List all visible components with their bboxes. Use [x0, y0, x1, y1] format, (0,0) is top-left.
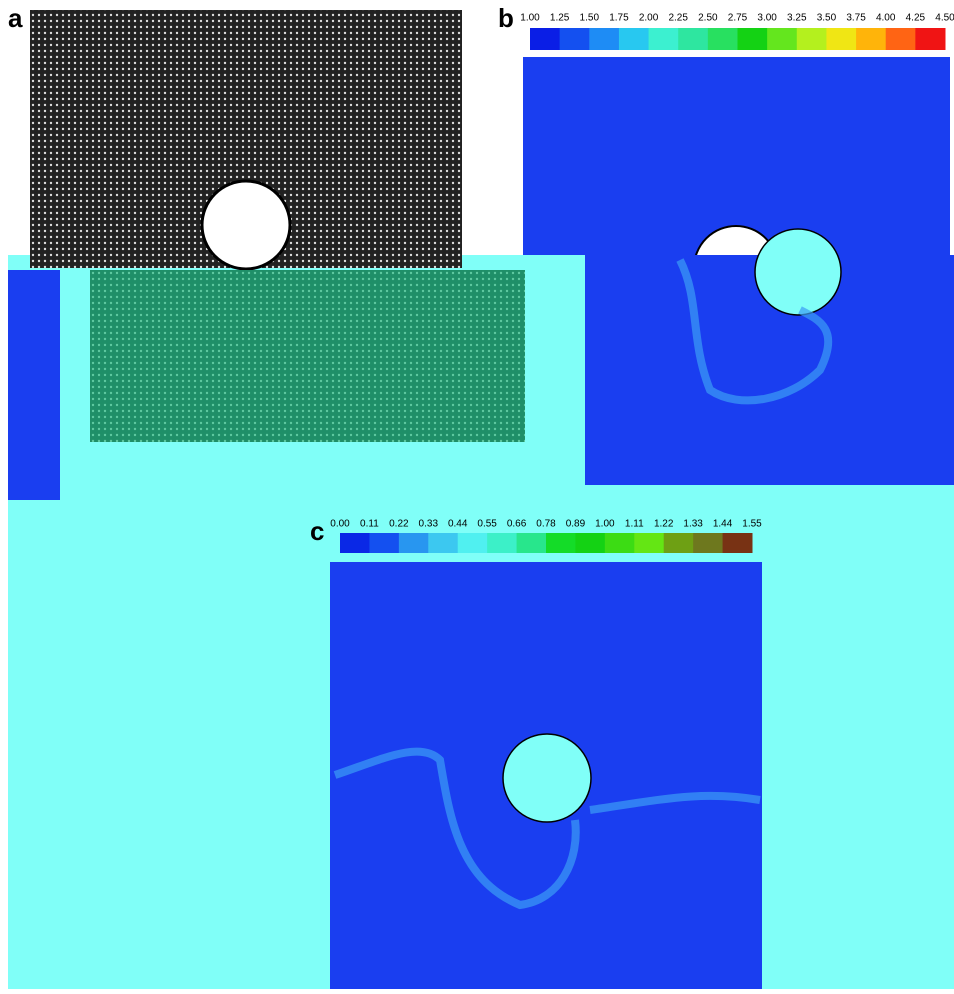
mesh-panel-green: [90, 270, 525, 442]
colorbar-segment: [369, 533, 399, 553]
colorbar-segment: [738, 28, 768, 50]
colorbar-segment: [886, 28, 916, 50]
colorbar-tick-label: 0.55: [477, 519, 497, 530]
colorbar-tick-label: 1.11: [625, 519, 644, 530]
colorbar-segment: [708, 28, 738, 50]
colorbar-tick-label: 0.78: [536, 519, 556, 530]
colorbar-tick-label: 1.00: [595, 519, 615, 530]
panel-label: c: [310, 516, 324, 546]
colorbar-tick-label: 0.11: [360, 519, 379, 530]
colorbar-segment: [399, 533, 429, 553]
colorbar-segment: [723, 533, 753, 553]
colorbar-segment: [664, 533, 694, 553]
cylinder: [755, 229, 841, 315]
colorbar-segment: [458, 533, 488, 553]
colorbar-segment: [619, 28, 649, 50]
colorbar-tick-label: 1.44: [713, 519, 733, 530]
colorbar-segment: [517, 533, 547, 553]
panel-label: b: [498, 3, 514, 33]
colorbar-segment: [856, 28, 886, 50]
colorbar-tick-label: 1.22: [654, 519, 674, 530]
colorbar-segment: [428, 533, 458, 553]
colorbar-segment: [575, 533, 605, 553]
panel-label: a: [8, 3, 23, 33]
colorbar-tick-label: 0.44: [448, 519, 468, 530]
colorbar-segment: [693, 533, 723, 553]
colorbar-tick-label: 4.50: [935, 13, 954, 24]
colorbar-tick-label: 1.50: [580, 13, 600, 24]
colorbar-segment: [560, 28, 590, 50]
figure: a b c 1.00 1.25 1.50 1.75 2.00 2.25 2.50 2.75 3.…: [0, 0, 954, 989]
colorbar-tick-label: 0.00: [330, 519, 350, 530]
colorbar-tick-label: 0.66: [507, 519, 527, 530]
colorbar-tick-label: 2.75: [728, 13, 748, 24]
colorbar-segment: [797, 28, 827, 50]
colorbar-segment: [767, 28, 797, 50]
colorbar-segment: [678, 28, 708, 50]
colorbar-tick-label: 2.25: [668, 13, 688, 24]
colorbar-segment: [546, 533, 576, 553]
cylinder: [202, 181, 290, 269]
colorbar-tick-label: 1.75: [609, 13, 629, 24]
colorbar-tick-label: 0.22: [389, 519, 409, 530]
colorbar-segment: [487, 533, 517, 553]
colorbar-tick-label: 1.25: [550, 13, 570, 24]
colorbar-tick-label: 0.89: [566, 519, 586, 530]
colorbar-tick-label: 0.33: [419, 519, 439, 530]
colorbar-segment: [340, 533, 370, 553]
colorbar-tick-label: 3.50: [817, 13, 837, 24]
colorbar-tick-label: 3.25: [787, 13, 807, 24]
colorbar-segment: [530, 28, 560, 50]
colorbar-segment: [915, 28, 945, 50]
colorbar-tick-label: 3.75: [846, 13, 866, 24]
colorbar-segment: [589, 28, 619, 50]
colorbar-tick-label: 2.00: [639, 13, 659, 24]
colorbar-tick-label: 4.00: [876, 13, 896, 24]
colorbar-tick-label: 4.25: [906, 13, 926, 24]
colorbar-tick-label: 1.33: [683, 519, 703, 530]
colorbar-segment: [826, 28, 856, 50]
colorbar-tick-label: 3.00: [757, 13, 777, 24]
colorbar-segment: [634, 533, 664, 553]
cylinder: [503, 734, 591, 822]
colorbar-tick-label: 1.55: [742, 519, 762, 530]
colorbar-tick-label: 1.00: [520, 13, 540, 24]
colorbar-segment: [605, 533, 635, 553]
colorbar-tick-label: 2.50: [698, 13, 718, 24]
colorbar-segment: [649, 28, 679, 50]
field-strip: [8, 270, 60, 500]
